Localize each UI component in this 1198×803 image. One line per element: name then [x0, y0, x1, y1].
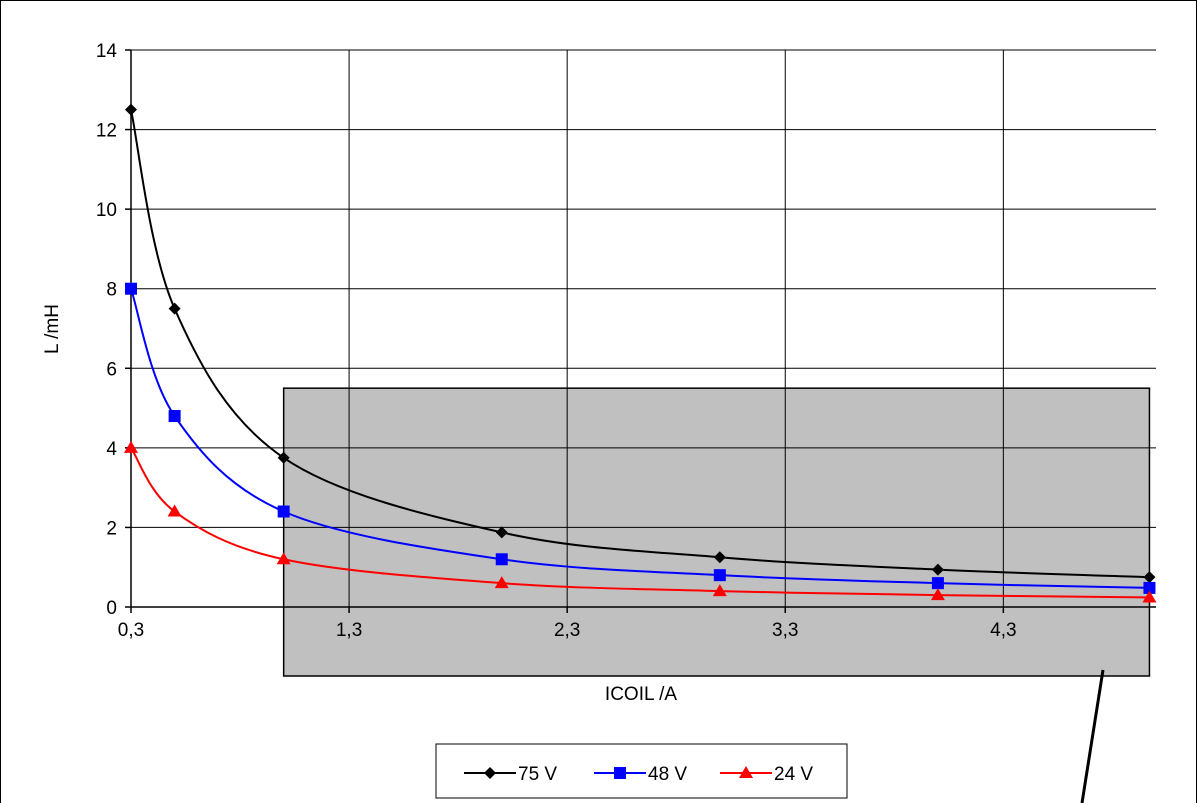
- data-point-48v: [931, 577, 944, 590]
- data-point-75v: [277, 451, 290, 464]
- data-point-24v: [930, 588, 945, 601]
- y-tick-label: 12: [96, 121, 117, 142]
- data-point-75v: [931, 563, 944, 576]
- series-line-24v: [130, 447, 1150, 599]
- data-point-75v: [713, 551, 726, 564]
- x-tick-label: 0,3: [118, 620, 144, 641]
- legend-label-75v: 75 V: [518, 764, 557, 785]
- data-point-24v: [1142, 590, 1157, 603]
- data-point-75v: [168, 302, 181, 315]
- legend-label-24v: 24 V: [774, 764, 813, 785]
- data-point-24v: [276, 552, 291, 565]
- x-tick-label: 4,3: [990, 620, 1016, 641]
- data-point-75v: [125, 103, 137, 116]
- data-point-48v: [713, 569, 726, 582]
- y-tick-label: 0: [106, 598, 117, 619]
- data-point-24v: [124, 440, 138, 453]
- data-point-48v: [125, 282, 137, 295]
- data-point-75v: [495, 526, 508, 539]
- y-tick-label: 10: [96, 200, 117, 221]
- x-tick-label: 3,3: [772, 620, 798, 641]
- data-point-48v: [277, 505, 290, 518]
- y-tick-label: 6: [106, 359, 117, 380]
- legend-marker-24v: [739, 766, 753, 778]
- data-point-48v: [495, 553, 508, 566]
- y-tick-label: 4: [106, 439, 117, 460]
- data-point-75v: [1143, 571, 1156, 584]
- highlight-region: [282, 387, 1151, 677]
- legend-box: [435, 743, 848, 799]
- data-point-24v: [167, 504, 182, 517]
- y-axis-label: L /mH: [42, 304, 63, 354]
- data-point-24v: [494, 576, 509, 589]
- pointer-line: [1080, 669, 1105, 803]
- data-point-24v: [712, 584, 727, 597]
- legend-marker-48v: [614, 767, 626, 779]
- data-point-48v: [1143, 581, 1156, 594]
- data-point-48v: [168, 410, 181, 423]
- y-tick-label: 8: [106, 280, 117, 301]
- legend-label-48v: 48 V: [648, 764, 687, 785]
- y-tick-label: 14: [96, 41, 118, 62]
- y-tick-label: 2: [106, 518, 117, 539]
- legend-marker-75v: [484, 767, 496, 779]
- x-tick-label: 1,3: [336, 620, 362, 641]
- x-tick-label: 2,3: [554, 620, 580, 641]
- x-axis-label: ICOIL /A: [605, 684, 677, 705]
